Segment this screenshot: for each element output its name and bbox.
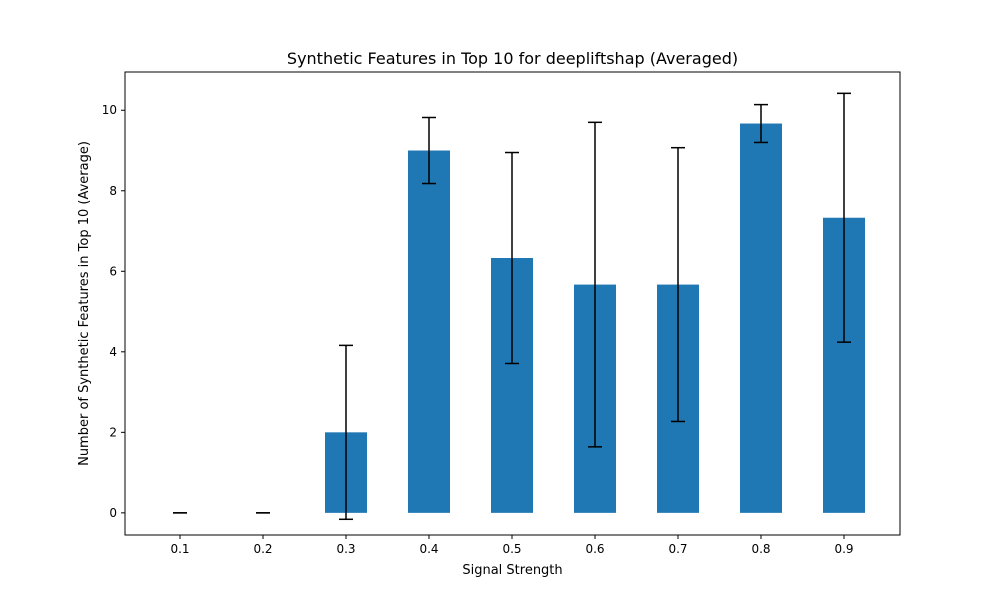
bar-0.8 xyxy=(740,123,782,513)
x-tick-label: 0.9 xyxy=(834,542,853,556)
error-bar-0.5 xyxy=(505,151,519,365)
error-bar-0.8 xyxy=(754,103,768,144)
x-tick-label: 0.2 xyxy=(253,542,272,556)
x-axis-ticks: 0.1 0.2 0.3 0.4 0.5 0.6 0.7 0.8 0.9 xyxy=(170,535,854,556)
x-tick-label: 0.6 xyxy=(585,542,604,556)
y-tick-label: 2 xyxy=(109,425,117,439)
y-axis-ticks: 0 2 4 6 8 10 xyxy=(102,103,125,520)
chart-title: Synthetic Features in Top 10 for deeplif… xyxy=(287,49,738,68)
y-tick-label: 8 xyxy=(109,184,117,198)
x-tick-label: 0.4 xyxy=(419,542,438,556)
bar-0.4 xyxy=(408,150,450,513)
error-bar-0.7 xyxy=(671,146,685,423)
error-bar-0.9 xyxy=(837,92,851,343)
y-tick-label: 10 xyxy=(102,103,117,117)
error-bars xyxy=(173,92,851,521)
x-tick-label: 0.3 xyxy=(336,542,355,556)
error-bar-0.4 xyxy=(422,116,436,185)
x-axis-label: Signal Strength xyxy=(462,563,562,578)
x-tick-label: 0.5 xyxy=(502,542,521,556)
error-bar-0.3 xyxy=(339,344,353,521)
error-bar-0.6 xyxy=(588,121,602,448)
x-tick-label: 0.8 xyxy=(751,542,770,556)
y-tick-label: 4 xyxy=(109,345,117,359)
y-axis-label: Number of Synthetic Features in Top 10 (… xyxy=(77,141,92,466)
x-tick-label: 0.7 xyxy=(668,542,687,556)
x-tick-label: 0.1 xyxy=(170,542,189,556)
y-tick-label: 6 xyxy=(109,264,117,278)
y-tick-label: 0 xyxy=(109,506,117,520)
